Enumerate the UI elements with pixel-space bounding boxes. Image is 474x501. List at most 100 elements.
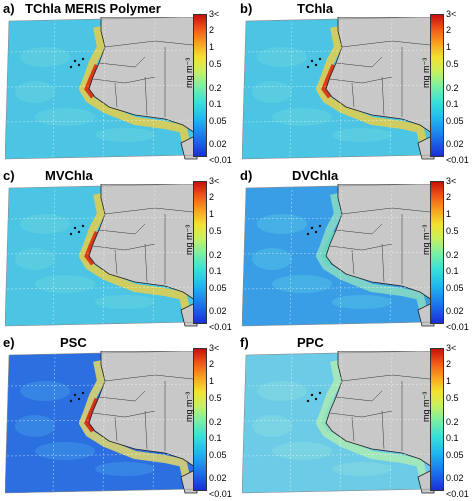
island bbox=[69, 399, 73, 403]
colorbar-tick-label: 2 bbox=[446, 25, 452, 35]
island bbox=[69, 232, 73, 236]
country-border bbox=[114, 82, 118, 108]
panel-title: MVChla bbox=[45, 168, 93, 183]
colorbar-tick-label: <0.01 bbox=[446, 155, 469, 165]
island bbox=[81, 57, 85, 61]
colorbar-tick-label: <0.01 bbox=[209, 489, 232, 499]
ocean-patch bbox=[20, 214, 70, 234]
island bbox=[77, 230, 81, 234]
country-border bbox=[144, 76, 148, 116]
country-border bbox=[341, 207, 431, 215]
country-border bbox=[98, 56, 146, 68]
upwelling-hotspot bbox=[84, 398, 100, 433]
ocean-patch bbox=[35, 108, 95, 126]
colorbar-tick-label: 3< bbox=[446, 9, 457, 19]
colorbar-tick-label: 0.2 bbox=[209, 83, 222, 93]
ocean-patch bbox=[272, 108, 332, 126]
upwelling-hotspot bbox=[321, 231, 337, 266]
country-border bbox=[114, 416, 118, 442]
graticule-line bbox=[152, 185, 156, 326]
colorbar-tick-label: 0.02 bbox=[209, 473, 227, 483]
island bbox=[310, 226, 314, 230]
colorbar-unit: mg m⁻³ bbox=[421, 224, 431, 255]
colorbar-tick-label: 0.1 bbox=[446, 433, 459, 443]
colorbar-ticks: 3< 2 1 0.5 0.2 0.1 0.05 0.02 <0.01 bbox=[209, 8, 239, 165]
panel-a: a) TChla MERIS Polymer 3< 2 1 0.5 0.2 0.1 0.05… bbox=[0, 0, 237, 167]
panel-e: e) PSC 3< 2 1 0.5 0.2 0.1 0.05 0.02 <0.01 mg m⁻³ bbox=[0, 334, 237, 501]
colorbar-tick-label: 2 bbox=[446, 192, 452, 202]
ocean-patch bbox=[332, 295, 392, 309]
graticule-line bbox=[389, 185, 393, 326]
upwelling-hotspot bbox=[321, 64, 337, 99]
colorbar-tick-label: 0.05 bbox=[446, 450, 464, 460]
ocean-patch bbox=[257, 381, 307, 401]
panel-title: TChla bbox=[297, 1, 334, 16]
graticule-line bbox=[52, 185, 56, 326]
island bbox=[318, 391, 322, 395]
island bbox=[306, 399, 310, 403]
panel-title: PPC bbox=[297, 335, 324, 350]
chlorophyll-map bbox=[242, 351, 435, 494]
colorbar-ticks: 3< 2 1 0.5 0.2 0.1 0.05 0.02 <0.01 bbox=[446, 342, 474, 499]
ocean-patch bbox=[95, 128, 155, 142]
colorbar-unit: mg m⁻³ bbox=[184, 57, 194, 88]
colorbar-unit: mg m⁻³ bbox=[421, 57, 431, 88]
graticule-line bbox=[339, 185, 343, 326]
ocean-patch bbox=[20, 47, 70, 67]
graticule-line bbox=[102, 185, 106, 326]
colorbar-tick-label: 1 bbox=[446, 376, 452, 386]
country-border bbox=[381, 410, 385, 450]
country-border bbox=[381, 76, 385, 116]
colorbar-tick-label: 3< bbox=[209, 176, 220, 186]
colorbar-tick-label: 0.02 bbox=[446, 139, 464, 149]
island bbox=[73, 393, 77, 397]
colorbar-tick-label: 2 bbox=[446, 359, 452, 369]
island bbox=[306, 232, 310, 236]
colorbar-tick-label: 0.5 bbox=[209, 226, 222, 236]
colorbar-tick-label: 0.5 bbox=[209, 59, 222, 69]
panel-label: d) bbox=[240, 168, 253, 183]
ocean-patch bbox=[257, 214, 307, 234]
island bbox=[73, 226, 77, 230]
colorbar-tick-label: 0.1 bbox=[209, 433, 222, 443]
island bbox=[310, 393, 314, 397]
graticule-line bbox=[289, 352, 293, 493]
graticule-line bbox=[339, 18, 343, 159]
colorbar-tick-label: 1 bbox=[446, 209, 452, 219]
colorbar-tick-label: 0.02 bbox=[209, 139, 227, 149]
graticule-line bbox=[389, 352, 393, 493]
coastal-band bbox=[79, 360, 195, 493]
panel-title: TChla MERIS Polymer bbox=[25, 1, 161, 16]
chlorophyll-map bbox=[5, 184, 198, 327]
graticule-line bbox=[152, 352, 156, 493]
colorbar-tick-label: 0.2 bbox=[209, 250, 222, 260]
country-border bbox=[144, 410, 148, 450]
ocean-patch bbox=[35, 442, 95, 460]
country-border bbox=[98, 223, 146, 235]
chlorophyll-map bbox=[5, 17, 198, 160]
colorbar-tick-label: <0.01 bbox=[209, 322, 232, 332]
colorbar-tick-label: 0.02 bbox=[446, 473, 464, 483]
ocean-patch bbox=[35, 275, 95, 293]
country-border bbox=[335, 223, 383, 235]
country-border bbox=[335, 390, 383, 402]
island bbox=[306, 65, 310, 69]
ocean-patch bbox=[332, 462, 392, 476]
island bbox=[69, 65, 73, 69]
island bbox=[314, 230, 318, 234]
colorbar-tick-label: 0.1 bbox=[209, 266, 222, 276]
country-border bbox=[351, 82, 355, 108]
graticule-line bbox=[152, 18, 156, 159]
island bbox=[73, 59, 77, 63]
ocean-patch bbox=[95, 295, 155, 309]
colorbar-tick-label: <0.01 bbox=[446, 489, 469, 499]
panel-label: b) bbox=[240, 1, 253, 16]
colorbar-tick-label: 0.1 bbox=[209, 99, 222, 109]
country-border bbox=[341, 374, 431, 382]
ocean-patch bbox=[252, 248, 292, 270]
island bbox=[314, 63, 318, 67]
ocean-patch bbox=[95, 462, 155, 476]
country-border bbox=[114, 249, 118, 275]
colorbar-tick-label: 0.5 bbox=[446, 226, 459, 236]
coastal-band bbox=[79, 193, 195, 326]
